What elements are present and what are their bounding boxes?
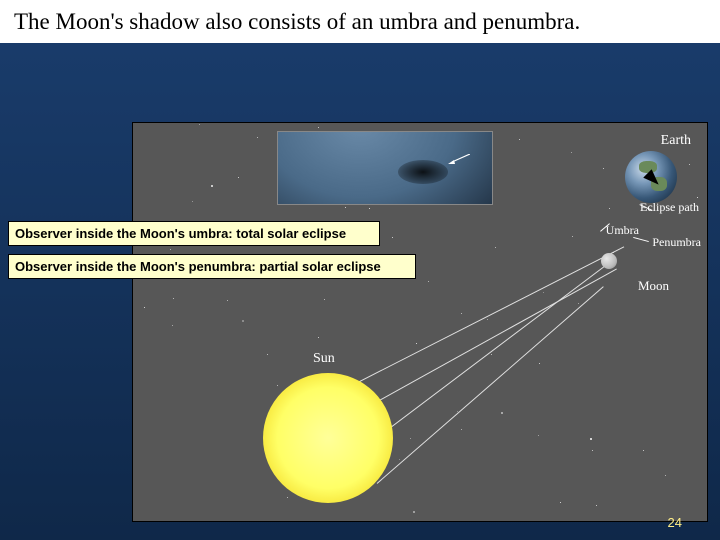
moon-label: Moon xyxy=(638,278,669,294)
moon xyxy=(601,253,617,269)
penumbra-label: Penumbra xyxy=(652,235,701,250)
earth-land xyxy=(639,161,657,173)
eclipse-diagram: Sun Moon Earth Eclipse path Penumbra Umb… xyxy=(132,122,708,522)
sun-label: Sun xyxy=(313,351,335,367)
arrow-icon xyxy=(448,154,470,164)
earth-curve xyxy=(277,131,493,205)
ray-line xyxy=(363,268,617,409)
earth-label: Earth xyxy=(661,133,691,149)
earth-inset xyxy=(277,131,493,205)
title-area: The Moon's shadow also consists of an um… xyxy=(0,0,720,43)
sun xyxy=(263,373,393,503)
ray-line xyxy=(377,286,604,484)
note-umbra: Observer inside the Moon's umbra: total … xyxy=(8,221,380,246)
umbra-label: Umbra xyxy=(606,223,639,238)
note-penumbra: Observer inside the Moon's penumbra: par… xyxy=(8,254,416,279)
shadow-spot xyxy=(398,160,448,184)
eclipse-path-text: Eclipse path xyxy=(640,200,699,214)
page-title: The Moon's shadow also consists of an um… xyxy=(14,8,706,37)
page-number: 24 xyxy=(668,515,682,530)
